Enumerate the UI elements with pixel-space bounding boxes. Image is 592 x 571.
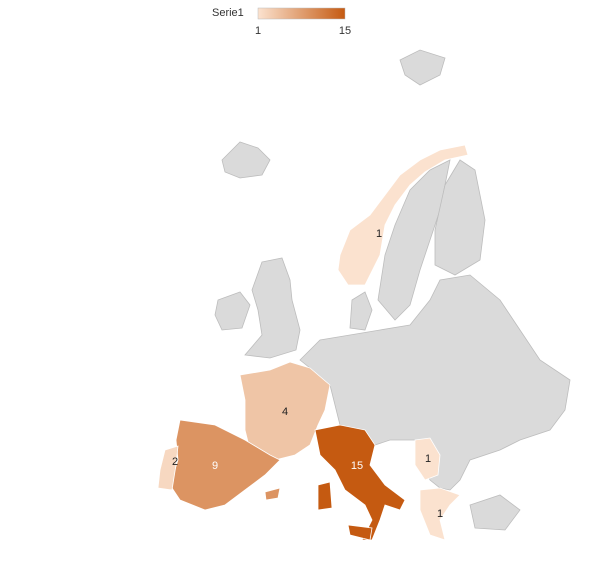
region: [314, 424, 406, 541]
land: [434, 159, 486, 276]
land: [214, 291, 251, 331]
legend-title: Serie1: [212, 7, 244, 19]
value-label: 9: [212, 460, 218, 472]
value-label: 4: [282, 406, 288, 418]
region: [414, 437, 441, 481]
value-label: 2: [172, 456, 178, 468]
region: [317, 481, 333, 511]
legend-scale: [257, 7, 346, 20]
region: [347, 524, 373, 541]
value-label: 1: [376, 228, 382, 240]
value-label: 15: [351, 460, 363, 472]
land: [349, 291, 373, 331]
legend-min-label: 1: [255, 25, 261, 37]
land: [399, 49, 446, 86]
value-labels: 1 4 9 2 15 1 1: [172, 228, 443, 520]
land: [469, 494, 521, 531]
value-label: 1: [437, 508, 443, 520]
no-data-land: [214, 49, 571, 531]
region: [419, 487, 461, 541]
legend-max-label: 15: [339, 25, 351, 37]
land: [221, 141, 271, 179]
value-label: 1: [425, 453, 431, 465]
region: [169, 419, 281, 511]
region: [157, 445, 179, 491]
region: [337, 144, 469, 286]
region: [239, 361, 331, 461]
region: [264, 487, 281, 501]
land: [244, 257, 301, 359]
regions: [157, 144, 469, 541]
